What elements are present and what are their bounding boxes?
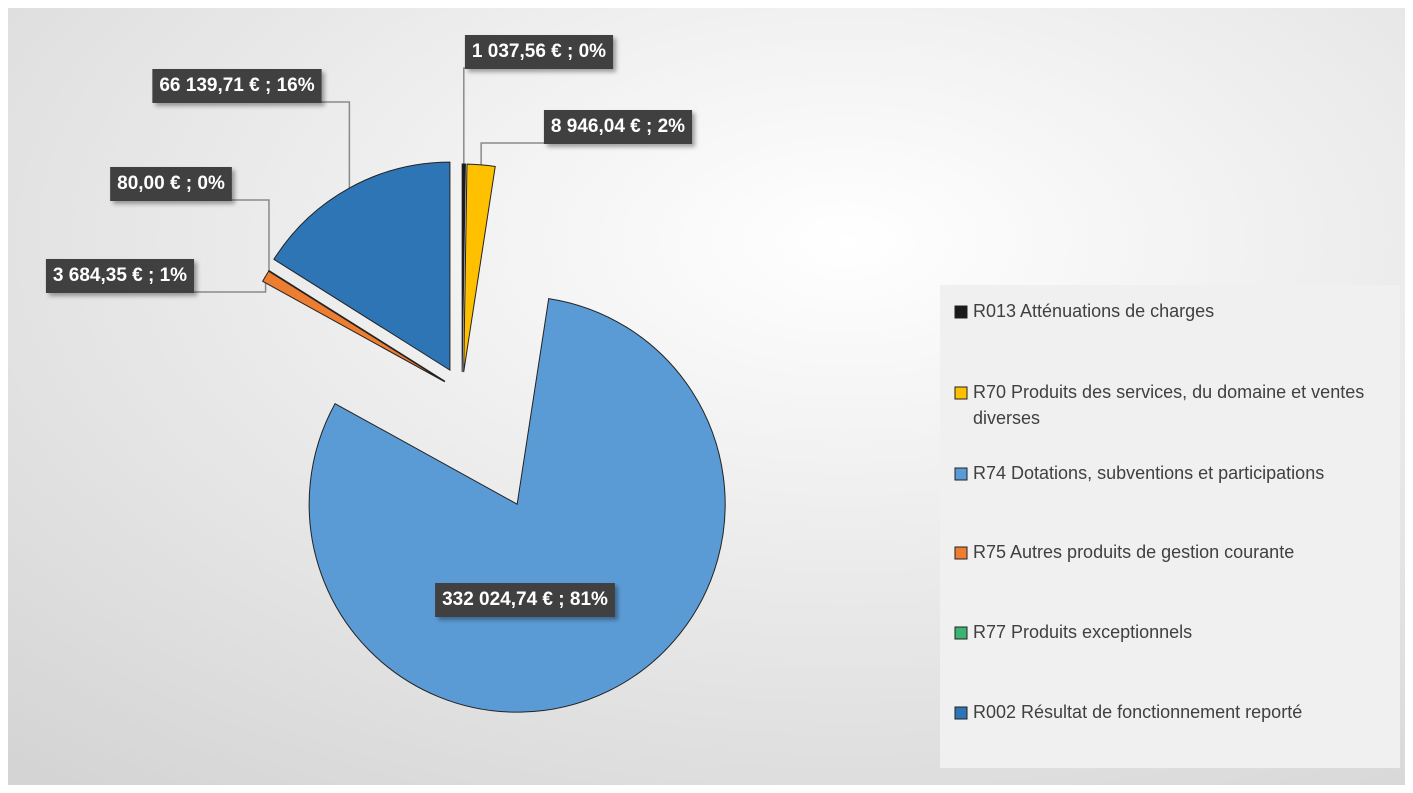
- pie-slice: [262, 270, 446, 383]
- data-label-box: [45, 259, 195, 293]
- legend-swatch: [954, 467, 968, 481]
- legend-line: diverses: [973, 408, 1040, 428]
- legend-swatch: [954, 386, 968, 400]
- data-label-box: [543, 110, 693, 144]
- legend-swatch: [954, 546, 968, 560]
- legend-swatch: [954, 706, 968, 720]
- legend-label: R002 Résultat de fonctionnement reporté: [973, 702, 1302, 722]
- legend-line: R70 Produits des services, du domaine et…: [973, 382, 1364, 402]
- pie-slice: [268, 269, 446, 382]
- data-label: 80,00 € ; 0%: [117, 173, 225, 194]
- legend-label: R77 Produits exceptionnels: [973, 622, 1192, 642]
- legend-label: R74 Dotations, subventions et participat…: [973, 463, 1324, 483]
- legend-swatch: [954, 626, 968, 640]
- data-label: 66 139,71 € ; 16%: [159, 75, 314, 96]
- pie-slice: [273, 161, 451, 372]
- pie-slice: [463, 163, 496, 373]
- data-label-box: [152, 69, 322, 103]
- legend-swatch: [954, 305, 968, 319]
- legend-label: R013 Atténuations de charges: [973, 301, 1214, 321]
- data-label: 8 946,04 € ; 2%: [551, 116, 685, 137]
- data-label-box: [110, 167, 232, 201]
- legend-box: [940, 285, 1400, 768]
- pie-slice: [461, 163, 466, 373]
- data-label: 332 024,74 € ; 81%: [442, 589, 608, 610]
- legend-label: R70 Produits des services, du domaine et…: [973, 382, 1364, 428]
- data-label-box: [464, 35, 614, 69]
- data-label: 1 037,56 € ; 0%: [472, 41, 606, 62]
- data-label-box: [435, 583, 615, 617]
- data-label: 3 684,35 € ; 1%: [53, 265, 187, 286]
- pie-slice: [308, 298, 726, 713]
- legend-label: R75 Autres produits de gestion courante: [973, 542, 1294, 562]
